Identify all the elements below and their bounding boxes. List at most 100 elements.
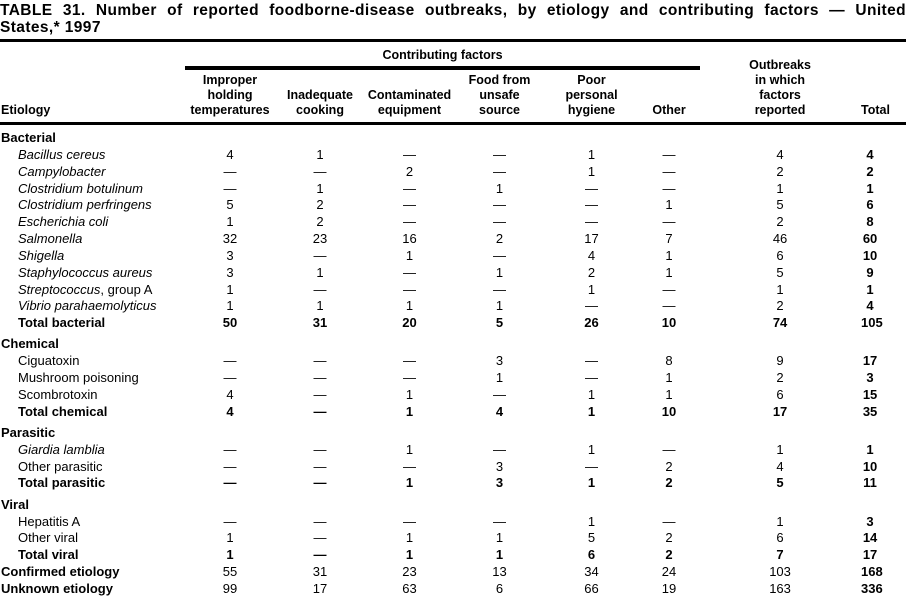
value-cell: 1	[587, 386, 596, 402]
value-cell: —	[223, 458, 237, 474]
value-cell: 9	[776, 353, 784, 369]
value-cell: 16	[402, 231, 417, 247]
etiology-label: Mushroom poisoning	[18, 370, 139, 386]
value-cell: —	[223, 475, 237, 491]
table-row: Giardia lamblia — — 1 — 1 — 1 1	[0, 441, 906, 458]
value-cell: —	[662, 298, 676, 314]
table-row: Other parasitic — — — 3 — 2 4 10	[0, 458, 906, 475]
section-header-row: Bacterial	[0, 124, 906, 147]
value-cell: 1	[405, 298, 414, 314]
section-header: Parasitic	[1, 424, 56, 440]
value-cell: —	[493, 441, 506, 457]
value-cell: 4	[866, 146, 874, 162]
value-cell: 1	[495, 298, 504, 314]
value-cell: —	[662, 180, 676, 196]
summary-label: Confirmed etiology	[1, 564, 120, 580]
value-cell: 23	[312, 231, 328, 247]
value-cell: 4	[495, 403, 504, 419]
section-header: Chemical	[1, 336, 59, 352]
value-cell: 2	[495, 231, 504, 247]
value-cell: —	[223, 353, 237, 369]
value-cell: —	[585, 180, 598, 196]
value-cell: 1	[665, 264, 673, 280]
value-cell: 3	[226, 247, 234, 263]
table-row: Bacillus cereus 4 1 — — 1 — 4 4	[0, 146, 906, 163]
table-row: Clostridium botulinum — 1 — 1 — — 1 1	[0, 180, 906, 197]
value-cell: —	[313, 353, 327, 369]
value-cell: 1	[226, 214, 234, 230]
value-cell: 1	[316, 180, 324, 196]
value-cell: 2	[316, 214, 324, 230]
value-cell: —	[403, 214, 416, 230]
value-cell: 5	[587, 530, 596, 546]
value-cell: 3	[226, 264, 234, 280]
value-cell: 17	[862, 353, 878, 369]
value-cell: 4	[866, 298, 874, 314]
section-header-row: Chemical	[0, 331, 906, 352]
value-cell: 11	[863, 475, 877, 491]
value-cell: —	[313, 163, 327, 179]
column-header-other: Other	[652, 103, 686, 118]
value-cell: 3	[495, 458, 504, 474]
value-cell: —	[662, 513, 676, 529]
value-cell: —	[403, 370, 416, 386]
value-cell: 24	[661, 564, 677, 580]
value-cell: —	[223, 370, 237, 386]
value-cell: 6	[495, 580, 504, 596]
table-row: Escherichia coli 1 2 — — — — 2 8	[0, 214, 906, 231]
column-header-outbreaks-reported: Outbreaks in which factors reported	[749, 58, 811, 118]
value-cell: 6	[776, 386, 784, 402]
table-row: Clostridium perfringens 5 2 — — — 1 5 6	[0, 197, 906, 214]
etiology-label: Vibrio parahaemolyticus	[18, 298, 157, 314]
value-cell: 3	[495, 475, 504, 491]
value-cell: 74	[772, 315, 788, 331]
value-cell: 1	[316, 298, 324, 314]
value-cell: 34	[584, 564, 599, 580]
value-cell: 5	[776, 264, 784, 280]
value-cell: 1	[405, 247, 414, 263]
value-cell: 2	[665, 547, 673, 563]
value-cell: 10	[862, 458, 878, 474]
value-cell: —	[493, 214, 506, 230]
value-cell: 26	[584, 315, 599, 331]
section-header: Bacterial	[1, 130, 56, 146]
etiology-label: Staphylococcus aureus	[18, 264, 153, 280]
value-cell: —	[585, 370, 598, 386]
table-row: Total chemical 4 — 1 4 1 10 17 35	[0, 403, 906, 420]
value-cell: 2	[866, 163, 874, 179]
value-cell: 66	[584, 580, 599, 596]
value-cell: 1	[665, 386, 673, 402]
value-cell: 6	[587, 547, 596, 563]
value-cell: 1	[405, 530, 414, 546]
value-cell: —	[403, 264, 416, 280]
column-header-etiology: Etiology	[1, 103, 51, 118]
value-cell: 55	[222, 564, 238, 580]
value-cell: 10	[661, 315, 677, 331]
value-cell: 1	[405, 441, 414, 457]
value-cell: 1	[776, 180, 784, 196]
value-cell: —	[585, 353, 598, 369]
value-cell: —	[403, 180, 416, 196]
section-total-label: Total chemical	[18, 403, 108, 419]
value-cell: —	[313, 281, 327, 297]
value-cell: —	[585, 458, 598, 474]
value-cell: 6	[866, 197, 874, 213]
value-cell: 2	[776, 298, 784, 314]
value-cell: 9	[866, 264, 874, 280]
value-cell: 6	[776, 247, 784, 263]
value-cell: 1	[587, 146, 596, 162]
value-cell: 31	[312, 315, 328, 331]
value-cell: 1	[316, 264, 324, 280]
value-cell: —	[662, 146, 676, 162]
value-cell: 1	[405, 547, 414, 563]
value-cell: 168	[861, 564, 883, 580]
value-cell: —	[223, 180, 237, 196]
etiology-label: Escherichia coli	[18, 214, 109, 230]
value-cell: 1	[866, 281, 874, 297]
value-cell: —	[585, 298, 598, 314]
value-cell: —	[223, 163, 237, 179]
value-cell: 163	[769, 580, 791, 596]
table-header: Etiology Contributing factors Outbreaks …	[0, 44, 906, 124]
column-header-total: Total	[861, 103, 890, 118]
value-cell: —	[403, 353, 416, 369]
